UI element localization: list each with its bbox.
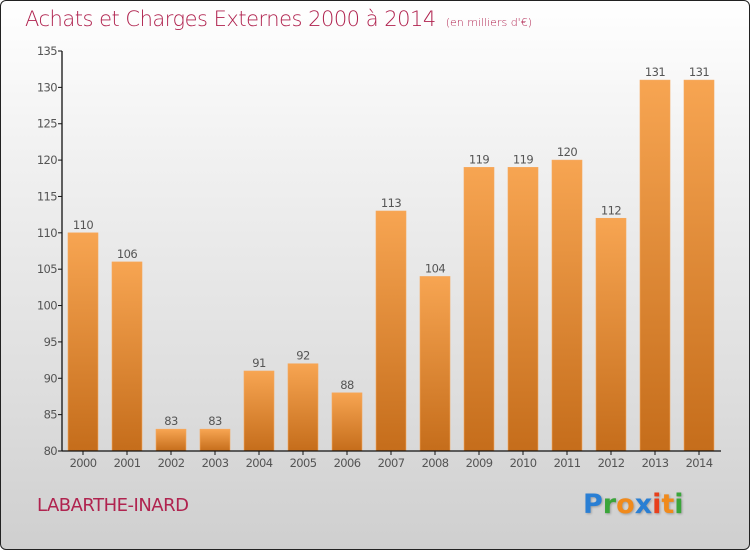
bar bbox=[507, 167, 539, 452]
bar bbox=[287, 363, 319, 452]
x-tick-label: 2001 bbox=[114, 456, 141, 470]
bar bbox=[243, 370, 275, 452]
x-tick-label: 2012 bbox=[598, 456, 625, 470]
bar bbox=[463, 167, 495, 452]
bar bbox=[595, 217, 627, 452]
x-tick-label: 2014 bbox=[686, 456, 713, 470]
chart-title-text: Achats et Charges Externes 2000 à 2014 bbox=[25, 7, 436, 31]
x-tick-label: 2011 bbox=[554, 456, 581, 470]
bar bbox=[331, 392, 363, 452]
logo-letter: i bbox=[674, 489, 684, 520]
y-tick-label: 95 bbox=[44, 335, 58, 349]
bar-value-label: 119 bbox=[513, 152, 533, 166]
logo-letter: o bbox=[616, 489, 635, 520]
bar bbox=[111, 261, 143, 452]
x-tick-label: 2006 bbox=[334, 456, 361, 470]
logo-letter: x bbox=[634, 489, 653, 520]
y-tick-label: 120 bbox=[37, 153, 57, 167]
bar-value-label: 92 bbox=[296, 349, 310, 363]
logo-letter: t bbox=[661, 489, 675, 520]
y-tick-label: 115 bbox=[37, 189, 57, 203]
bar-value-label: 113 bbox=[381, 196, 401, 210]
x-tick-label: 2002 bbox=[158, 456, 185, 470]
y-axis: 80 85 90 95 100 105 110 115 120 125 130 135 bbox=[37, 44, 63, 458]
bar-value-label: 88 bbox=[340, 378, 354, 392]
y-tick-label: 90 bbox=[44, 371, 58, 385]
y-tick-label: 100 bbox=[37, 299, 57, 313]
bar-value-label: 83 bbox=[164, 414, 178, 428]
bar-value-label: 106 bbox=[117, 247, 137, 261]
bar-value-label: 119 bbox=[469, 152, 489, 166]
y-tick-label: 80 bbox=[44, 444, 58, 458]
x-tick-label: 2010 bbox=[510, 456, 537, 470]
bar bbox=[419, 276, 451, 452]
bar bbox=[683, 79, 715, 452]
bar bbox=[199, 428, 231, 452]
bars: 110 106 83 83 91 92 88 113 104 119 119 120 112 131 131 bbox=[67, 65, 715, 452]
chart-subtitle: (en milliers d'€) bbox=[445, 16, 532, 29]
y-tick-label: 130 bbox=[37, 80, 57, 94]
x-tick-label: 2004 bbox=[246, 456, 273, 470]
x-tick-label: 2000 bbox=[70, 456, 97, 470]
bar bbox=[375, 210, 407, 452]
logo-letter: i bbox=[652, 489, 662, 520]
x-tick-label: 2009 bbox=[466, 456, 493, 470]
bar-value-label: 112 bbox=[601, 203, 621, 217]
y-tick-label: 135 bbox=[37, 44, 57, 58]
x-tick-label: 2013 bbox=[642, 456, 669, 470]
proxiti-logo: Proxiti bbox=[583, 489, 684, 520]
bar-value-label: 131 bbox=[645, 65, 665, 79]
bar-value-label: 83 bbox=[208, 414, 222, 428]
bar bbox=[155, 428, 187, 452]
bar bbox=[551, 159, 583, 452]
chart-title: Achats et Charges Externes 2000 à 2014 (e… bbox=[25, 7, 532, 31]
bar bbox=[67, 232, 99, 452]
bar-value-label: 120 bbox=[557, 145, 577, 159]
bar-value-label: 131 bbox=[689, 65, 709, 79]
y-tick-label: 125 bbox=[37, 117, 57, 131]
x-tick-label: 2005 bbox=[290, 456, 317, 470]
x-tick-label: 2007 bbox=[378, 456, 405, 470]
town-name: LABARTHE-INARD bbox=[37, 495, 189, 516]
bar-value-label: 104 bbox=[425, 261, 445, 275]
bar-value-label: 91 bbox=[252, 356, 266, 370]
bar-value-label: 110 bbox=[73, 218, 93, 232]
x-tick-label: 2008 bbox=[422, 456, 449, 470]
logo-letter: r bbox=[602, 489, 617, 520]
x-tick-label: 2003 bbox=[202, 456, 229, 470]
y-tick-label: 85 bbox=[44, 408, 58, 422]
bar bbox=[639, 79, 671, 452]
logo-letter: P bbox=[583, 489, 603, 520]
y-tick-label: 110 bbox=[37, 226, 57, 240]
x-axis: 2000 2001 2002 2003 2004 2005 2006 2007 2008 2009… bbox=[62, 450, 721, 470]
y-tick-label: 105 bbox=[37, 262, 57, 276]
